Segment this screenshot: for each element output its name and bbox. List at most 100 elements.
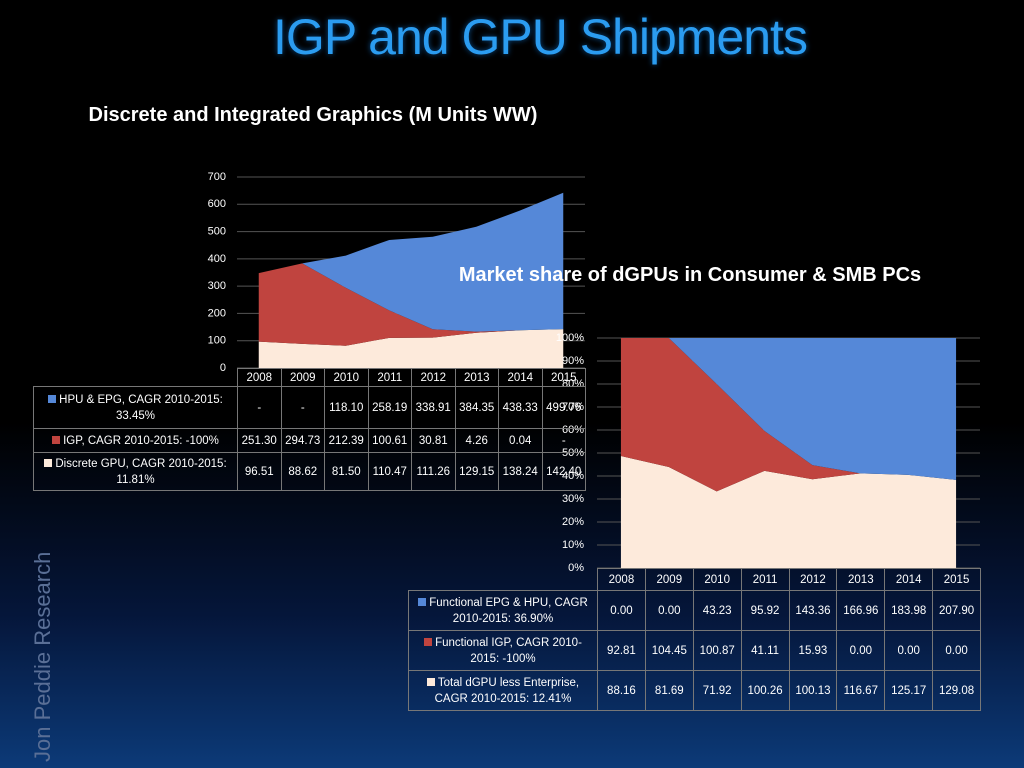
legend-cell: IGP, CAGR 2010-2015: -100% (33, 428, 238, 453)
y-tick-label: 600 (208, 198, 226, 210)
legend-cell: Functional EPG & HPU, CAGR 2010-2015: 36… (408, 590, 598, 631)
x-tick-label: 2013 (836, 568, 886, 591)
legend-swatch (426, 677, 435, 686)
value-label: 0.00 (644, 590, 694, 631)
y-tick-label: 200 (208, 307, 226, 319)
value-label: - (280, 386, 325, 429)
legend-swatch (44, 458, 53, 467)
y-tick-label: 500 (208, 225, 226, 237)
legend-cell: Functional IGP, CAGR 2010-2015: -100% (408, 630, 598, 671)
value-label: 338.91 (411, 386, 456, 429)
x-tick-label: 2008 (597, 568, 646, 591)
value-label: 4.26 (454, 428, 499, 453)
y-tick-label: 0% (568, 562, 584, 574)
value-label: 15.93 (788, 630, 838, 671)
value-label: 251.30 (237, 428, 282, 453)
value-label: 438.33 (498, 386, 543, 429)
legend-swatch (52, 435, 61, 444)
corner (409, 569, 598, 591)
value-label: 0.04 (498, 428, 543, 453)
y-tick-label: 400 (208, 253, 226, 265)
legend-cell: Discrete GPU, CAGR 2010-2015: 11.81% (33, 452, 238, 491)
value-label: 129.08 (932, 670, 981, 711)
value-label: 258.19 (367, 386, 412, 429)
value-label: 100.26 (740, 670, 790, 711)
x-tick-label: 2012 (411, 368, 456, 387)
value-label: 88.16 (597, 670, 646, 711)
y-tick-label: 100% (556, 332, 584, 344)
x-tick-label: 2009 (280, 368, 325, 387)
y-tick-label: 0 (220, 362, 226, 374)
y-tick-label: 30% (562, 493, 584, 505)
x-tick-label: 2014 (884, 568, 934, 591)
value-label: 81.69 (644, 670, 694, 711)
chart-title: Market share of dGPUs in Consumer & SMB … (458, 264, 922, 286)
value-label: 30.81 (411, 428, 456, 453)
value-label: 71.92 (692, 670, 742, 711)
data-row: Functional IGP, CAGR 2010-2015: -100% 92.… (408, 630, 981, 671)
legend-label: Discrete GPU, CAGR 2010-2015: 11.81% (55, 457, 227, 486)
value-label: - (541, 428, 586, 453)
x-tick-label: 2015 (932, 568, 981, 591)
value-label: 100.87 (692, 630, 742, 671)
value-label: 183.98 (884, 590, 934, 631)
value-label: 43.23 (692, 590, 742, 631)
area (258, 263, 564, 346)
legend-label: Functional EPG & HPU, CAGR 2010-2015: 36… (429, 596, 588, 625)
legend-swatch (48, 394, 57, 403)
value-label: 166.96 (836, 590, 886, 631)
value-label: 0.00 (836, 630, 886, 671)
value-label: 104.45 (644, 630, 694, 671)
value-label: 294.73 (280, 428, 325, 453)
value-label: 116.67 (836, 670, 886, 711)
data-row: Total dGPU less Enterprise, CAGR 2010-20… (408, 670, 981, 711)
value-label: 0.00 (597, 590, 646, 631)
slide-title: IGP and GPU Shipments (273, 9, 808, 65)
value-label: 41.11 (740, 630, 790, 671)
value-label: - (237, 386, 282, 429)
chart-title: Discrete and Integrated Graphics (M Unit… (88, 104, 538, 126)
area (620, 455, 957, 568)
value-label: 88.62 (280, 452, 325, 491)
value-label: 100.61 (367, 428, 412, 453)
value-label: 143.36 (788, 590, 838, 631)
x-tick-label: 2014 (498, 368, 543, 387)
header-row: 2008 2009 2010 2011 2012 2013 2014 2015 (34, 368, 586, 387)
data-table: 2008 2009 2010 2011 2012 2013 2014 2015 Function… (408, 568, 981, 711)
y-tick-label: 700 (208, 171, 226, 183)
data-table: 2008 2009 2010 2011 2012 2013 2014 2015 HPU & EP… (33, 368, 586, 491)
value-label: 92.81 (597, 630, 646, 671)
area (620, 338, 957, 480)
y-tick-label: 100 (208, 335, 226, 347)
data-row: Functional EPG & HPU, CAGR 2010-2015: 36… (408, 590, 981, 631)
x-tick-label: 2010 (692, 568, 742, 591)
value-label: 0.00 (884, 630, 934, 671)
legend-cell: Total dGPU less Enterprise, CAGR 2010-20… (408, 670, 598, 711)
legend-label: IGP, CAGR 2010-2015: -100% (63, 434, 219, 447)
y-tick-label: 10% (562, 539, 584, 551)
data-row: HPU & EPG, CAGR 2010-2015: 33.45% - -118.1… (33, 386, 586, 429)
y-tick-label: 20% (562, 516, 584, 528)
x-tick-label: 2012 (788, 568, 838, 591)
header-row: 2008 2009 2010 2011 2012 2013 2014 2015 (409, 568, 981, 591)
value-label: 111.26 (411, 452, 456, 491)
x-tick-label: 2010 (324, 368, 369, 387)
value-label: 499.76 (541, 386, 586, 429)
y-tick-label: 90% (562, 355, 584, 367)
y-tick-label: 300 (208, 280, 226, 292)
value-label: 110.47 (367, 452, 412, 491)
legend-swatch (418, 597, 427, 606)
value-label: 384.35 (454, 386, 499, 429)
value-label: 125.17 (884, 670, 934, 711)
value-label: 138.24 (498, 452, 543, 491)
x-tick-label: 2011 (367, 368, 412, 387)
area (620, 338, 957, 492)
x-tick-label: 2008 (237, 368, 282, 387)
data-row: Discrete GPU, CAGR 2010-2015: 11.81% 96.5… (33, 452, 586, 491)
x-tick-label: 2011 (740, 568, 790, 591)
legend-label: HPU & EPG, CAGR 2010-2015: 33.45% (59, 393, 223, 422)
corner (34, 369, 238, 387)
x-tick-label: 2013 (454, 368, 499, 387)
